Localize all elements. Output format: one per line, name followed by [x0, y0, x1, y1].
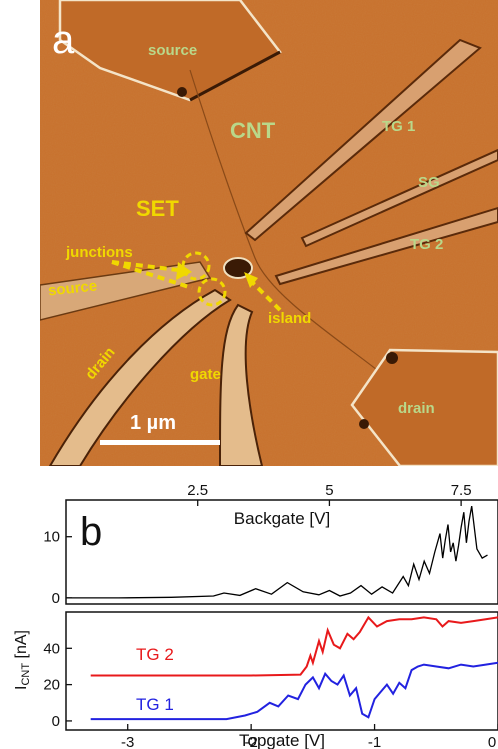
scale-bar-label: 1 µm — [130, 412, 176, 434]
label-cnt: CNT — [230, 118, 276, 143]
cnt-line — [189, 69, 391, 381]
backgate-plot: 2.5 5 7.5 0 10 Backgate [V] b — [43, 482, 498, 607]
legend-tg2: TG 2 — [136, 645, 174, 664]
topgate-plot-frame — [65, 611, 498, 731]
panel-a-letter: a — [52, 18, 75, 62]
gate-electrode — [219, 303, 264, 466]
topgate-plot: -3 -2 -1 0 0 20 40 TG 2 TG 1 Topgate [V] — [43, 611, 498, 749]
afm-image-panel: a source CNT TG 1 SG SET TG 2 junctions … — [40, 0, 498, 466]
tg2-series-line — [90, 615, 498, 677]
drain-pad-right — [350, 348, 498, 466]
topgate-x-tick-label: -1 — [368, 734, 381, 749]
sg-electrode — [300, 148, 498, 248]
backgate-plot-frame — [65, 499, 498, 605]
backgate-series-line — [66, 505, 488, 599]
topgate-y-tick-label: 20 — [43, 677, 60, 694]
tg2-electrode — [274, 206, 498, 286]
backgate-x-tick-label: 7.5 — [451, 482, 472, 499]
label-tg1: TG 1 — [382, 118, 416, 135]
drain-electrode-left — [48, 288, 232, 466]
afm-micrograph — [40, 0, 498, 466]
panel-b-letter: b — [80, 510, 102, 554]
junction-arrow-2 — [111, 260, 193, 290]
topgate-y-tick-label: 40 — [43, 640, 60, 657]
tg1-electrode — [244, 38, 482, 242]
scale-bar — [100, 440, 220, 445]
y-axis-label: ICNT [nA] — [13, 630, 32, 690]
label-source-top: source — [148, 42, 198, 59]
topgate-x-tick-label: -2 — [244, 734, 257, 749]
topgate-x-tick-label: -3 — [121, 734, 134, 749]
source-electrode-left — [40, 261, 212, 321]
label-tg2: TG 2 — [410, 236, 444, 253]
label-island: island — [268, 310, 312, 327]
legend-tg1: TG 1 — [136, 695, 174, 714]
label-drain-right: drain — [398, 400, 435, 417]
topgate-x-tick-label: 0 — [488, 734, 496, 749]
topgate-y-tick-label: 0 — [52, 713, 60, 730]
topgate-axis-label: Topgate [V] — [239, 731, 325, 749]
afm-particle — [177, 87, 187, 97]
backgate-y-tick-label: 10 — [43, 529, 60, 546]
backgate-axis-label: Backgate [V] — [234, 509, 330, 528]
label-sg: SG — [418, 174, 440, 191]
tg1-series-line — [90, 661, 498, 721]
backgate-x-tick-label: 2.5 — [187, 482, 208, 499]
label-junctions: junctions — [66, 244, 133, 261]
backgate-x-tick-label: 5 — [325, 482, 333, 499]
backgate-y-tick-label: 0 — [52, 590, 60, 607]
label-set: SET — [136, 196, 179, 221]
label-gate: gate — [190, 366, 221, 383]
junction-circle-bottom — [197, 277, 227, 307]
